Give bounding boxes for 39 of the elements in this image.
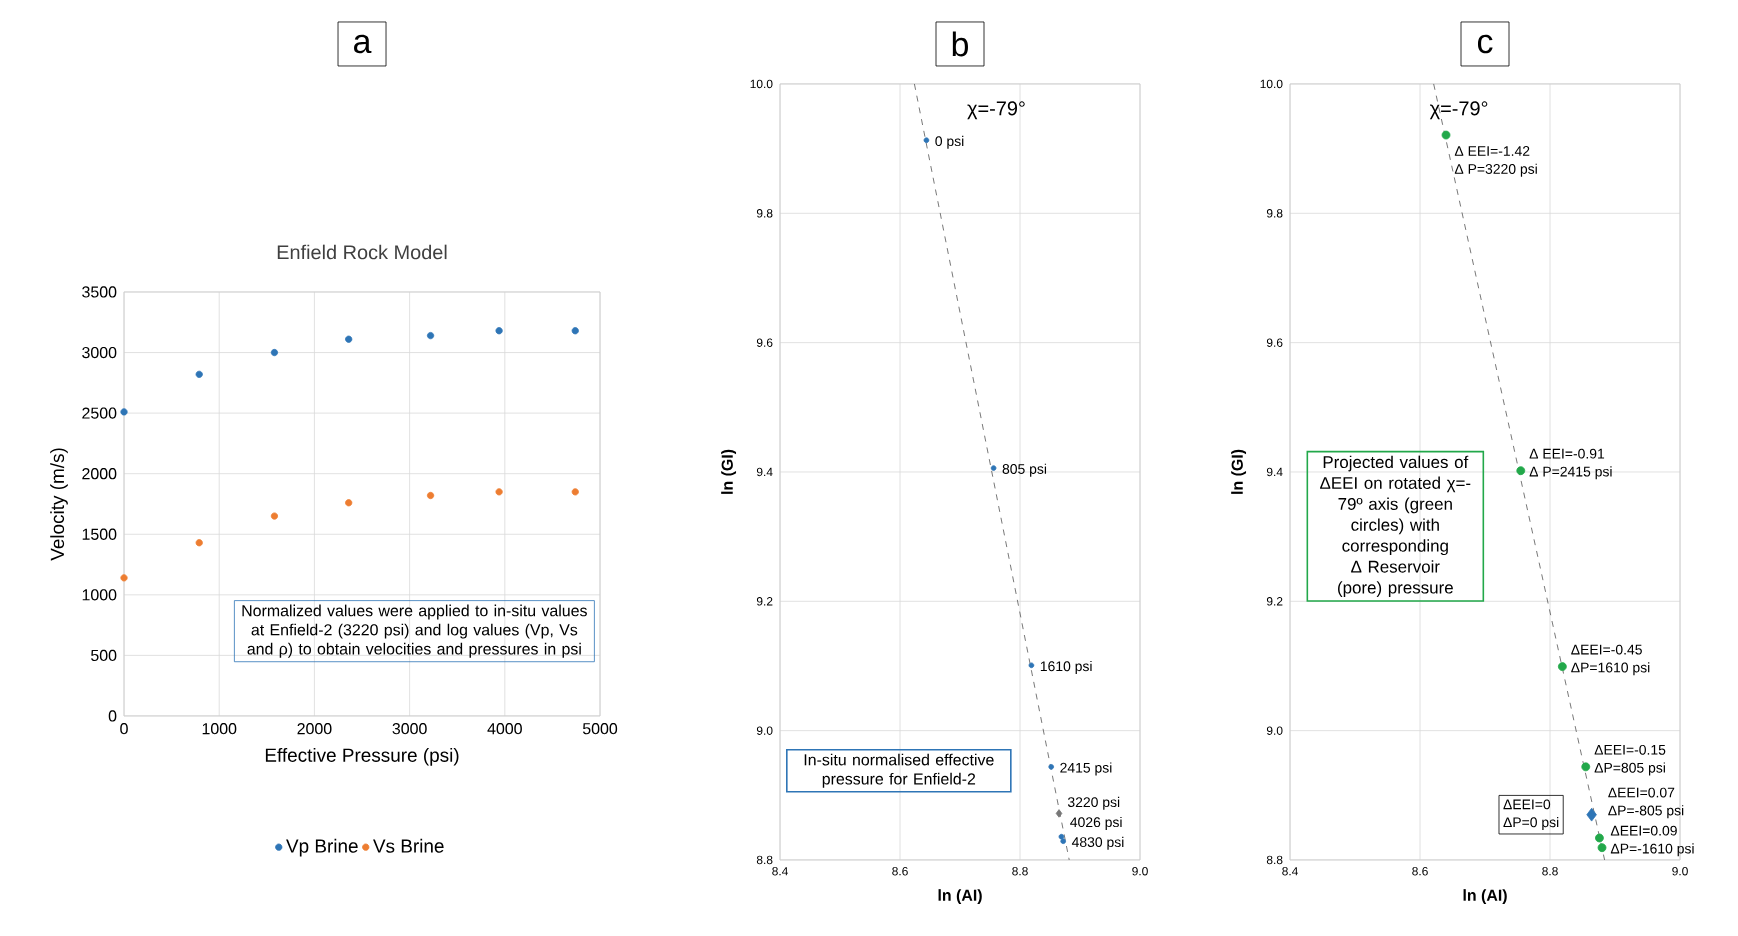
point xyxy=(495,488,503,496)
point xyxy=(426,491,435,500)
annotation: χ=-79° xyxy=(967,101,1025,120)
point xyxy=(1557,662,1567,672)
point xyxy=(1055,809,1063,818)
point xyxy=(1441,130,1451,140)
point xyxy=(990,465,997,471)
chart-title: a xyxy=(354,34,372,54)
annotation: χ=-79° xyxy=(1429,101,1488,120)
point xyxy=(426,331,435,340)
point xyxy=(270,512,279,520)
point xyxy=(1597,843,1607,853)
x-axis-title: Effective Pressure (psi) xyxy=(265,747,459,766)
point xyxy=(1048,764,1055,770)
point xyxy=(1581,762,1591,772)
point xyxy=(195,370,203,378)
chart-title: c xyxy=(1477,34,1493,54)
y-axis-title: Velocity (m/s) xyxy=(50,448,68,561)
legend-label: Vs Brine xyxy=(373,838,444,853)
annotation: Projected values of ΔEEI on rotated χ=-79º axis (green circles) with corresponding Δ Reservoir (pore) pressure xyxy=(1320,455,1471,597)
point xyxy=(1028,662,1035,669)
point xyxy=(120,408,128,416)
legend-label: Vp Brine xyxy=(286,838,358,857)
point xyxy=(571,488,579,496)
point xyxy=(345,335,353,343)
point xyxy=(270,348,279,357)
point xyxy=(923,137,930,144)
point xyxy=(1516,466,1526,476)
point xyxy=(195,539,203,547)
point xyxy=(345,499,353,507)
point xyxy=(1586,807,1597,822)
point xyxy=(1595,833,1604,843)
chart-subtitle: Enfield Rock Model xyxy=(277,244,447,260)
point xyxy=(1058,833,1065,840)
point xyxy=(571,327,579,335)
point xyxy=(495,327,503,335)
chart-title: b xyxy=(952,31,968,57)
point xyxy=(1060,838,1067,845)
point xyxy=(120,574,128,582)
